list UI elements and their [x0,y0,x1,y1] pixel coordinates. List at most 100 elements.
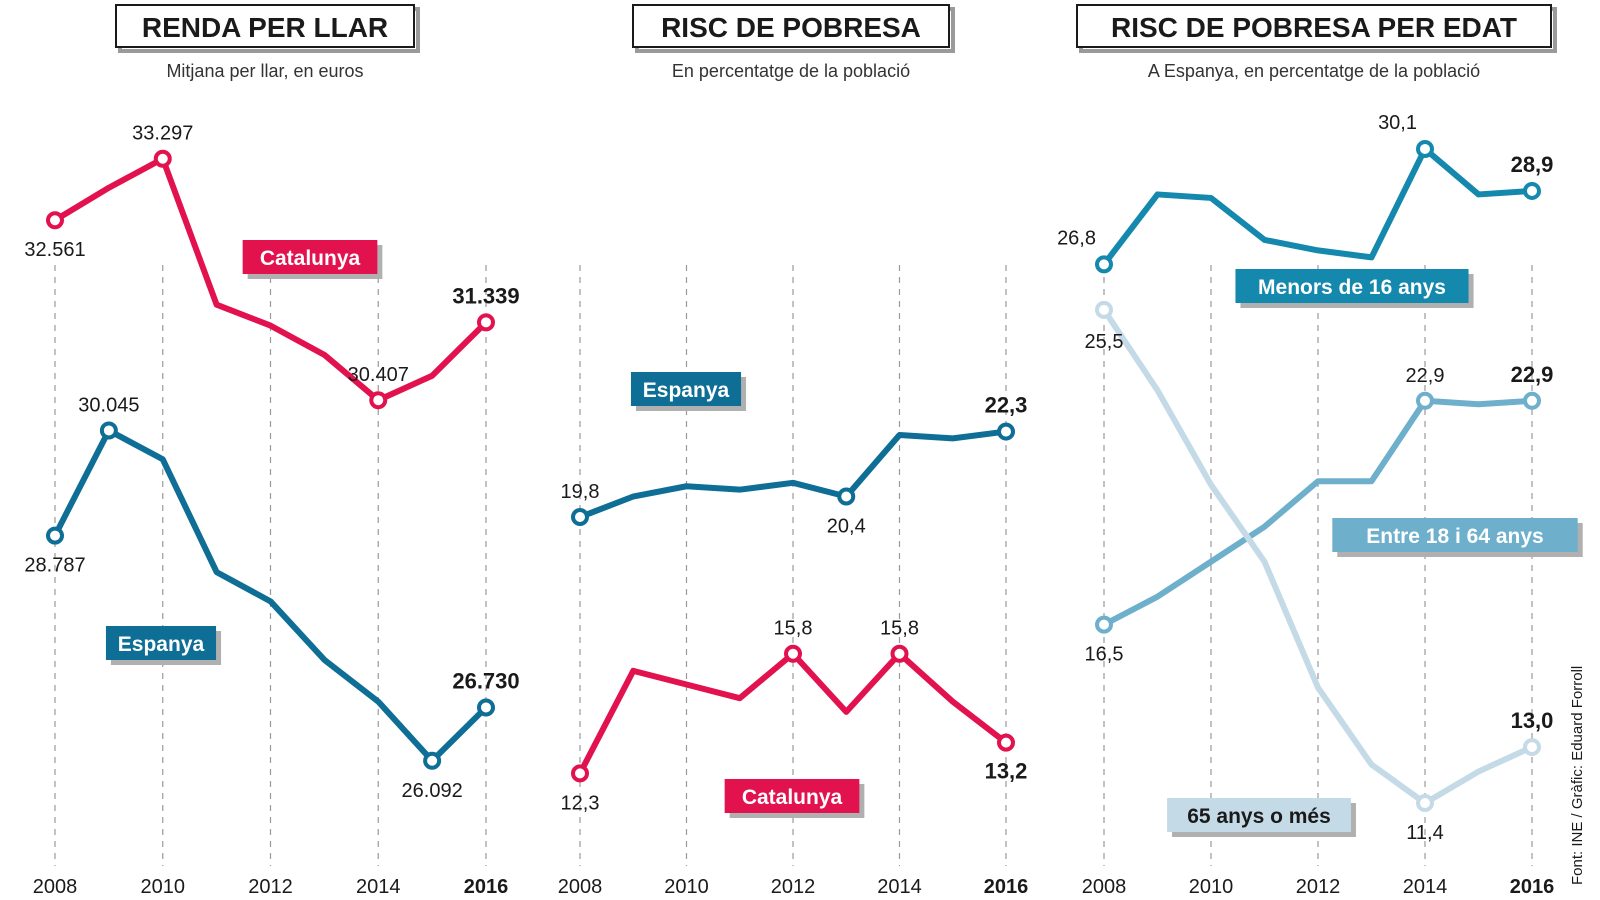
x-tick-label: 2012 [771,876,816,898]
data-label: 13,0 [1511,708,1554,733]
source-credit: Font: INE / Gràfic: Eduard Forroll [1569,666,1586,885]
series-line-espanya [52,427,489,764]
data-label: 22,3 [985,393,1028,418]
data-point [1416,139,1434,158]
panel-3-title: RISC DE POBRESA PER EDAT [1111,12,1517,43]
data-label: 12,3 [561,792,600,814]
x-tick-label: 2008 [1082,876,1127,898]
panel-3-title-box: RISC DE POBRESA PER EDAT [1076,4,1557,53]
data-label: 15,8 [774,618,813,640]
x-tick-label: 2010 [1189,876,1234,898]
panel-2-title: RISC DE POBRESA [661,12,921,43]
x-tick-label: 2008 [558,876,603,898]
data-label: 20,4 [827,516,866,538]
data-point [423,751,442,770]
data-label: 28,9 [1511,152,1554,177]
data-point [1416,794,1434,813]
series-badge-label: Espanya [643,379,730,402]
series-badge [105,626,217,660]
series-line-catalunya [52,155,489,404]
data-label: 22,9 [1511,362,1554,387]
data-point [1095,255,1113,274]
x-tick-label: 2016 [464,876,509,898]
x-tick-label: 2010 [141,876,186,898]
data-point [477,698,495,717]
data-label: 33.297 [132,123,193,145]
data-point [369,391,388,410]
panel-3-title-frame [1076,4,1552,48]
data-point [890,644,909,663]
x-tick-label: 2012 [248,876,293,898]
data-label: 26,8 [1057,227,1096,249]
data-point [46,526,64,545]
data-point [99,421,118,440]
data-label: 26.092 [402,780,463,802]
series-badge [630,372,742,406]
data-label: 30.407 [348,364,409,386]
chart-panel-2: 2008 2010 2012 2014 2016 19,8 20,4 22,3 Espanya 1… [558,265,1029,898]
series-badge-label: Espanya [118,633,205,656]
series-line-adults [1101,397,1535,628]
x-tick-label: 2008 [33,876,78,898]
panel-2-subtitle: En percentatge de la població [672,61,910,81]
panel-1-title-box: RENDA PER LLAR [115,4,420,53]
data-point [1523,181,1541,200]
panel-2-title-frame [632,4,950,48]
series-line-grans [1101,306,1535,807]
data-point [571,508,589,527]
data-label: 25,5 [1085,331,1124,353]
series-badge-label: Catalunya [742,786,843,809]
data-point [153,149,172,168]
data-label: 11,4 [1406,822,1443,844]
x-tick-label: 2016 [984,876,1029,898]
data-point [46,211,64,230]
series-badge-label: 65 anys o més [1187,805,1331,828]
chart-panel-3: 2008 2010 2012 2014 2016 26,8 30,1 28,9 Menors d… [1057,112,1583,898]
plots: 2008 2010 2012 2014 2016 32.561 33.297 30.407 31… [24,112,1583,898]
series-badge [1332,518,1578,552]
x-tick-label: 2010 [664,876,709,898]
series-badge-label: Catalunya [260,247,361,270]
data-label: 30,1 [1378,112,1417,134]
panel-2-title-box: RISC DE POBRESA [632,4,955,53]
x-tick-label: 2012 [1296,876,1341,898]
data-label: 28.787 [24,555,85,577]
data-label: 22,9 [1406,365,1445,387]
series-badge [1235,269,1469,303]
series-badge [242,240,378,274]
x-tick-label: 2014 [1403,876,1448,898]
data-label: 32.561 [24,239,85,261]
data-point [1416,391,1434,410]
series-badge-label: Entre 18 i 64 anys [1366,525,1543,548]
panel-3-subtitle: A Espanya, en percentatge de la població [1148,61,1480,81]
data-label: 26.730 [452,668,519,693]
data-point [997,422,1015,441]
data-point [1095,615,1113,634]
data-point [1523,738,1541,757]
data-label: 19,8 [561,481,600,503]
x-tick-label: 2014 [877,876,922,898]
data-label: 31.339 [452,283,519,308]
x-tick-label: 2016 [1510,876,1555,898]
x-tick-label: 2014 [356,876,401,898]
panel-1-subtitle: Mitjana per llar, en euros [166,61,363,81]
data-label: 13,2 [985,759,1028,784]
series-line-menors [1101,145,1535,268]
panel-1-title: RENDA PER LLAR [142,12,388,43]
data-point [837,487,856,506]
panel-1-title-frame [115,4,415,48]
data-point [571,764,589,783]
series-line-espanya [577,428,1009,521]
data-point [477,313,495,332]
series-badge [1167,798,1351,832]
data-label: 15,8 [880,618,919,640]
chart-panel-1: 2008 2010 2012 2014 2016 32.561 33.297 30.407 31… [24,123,519,898]
data-label: 30.045 [78,394,139,416]
series-badge-label: Menors de 16 anys [1258,276,1446,299]
series-badge [724,779,860,813]
data-label: 16,5 [1085,644,1124,666]
data-point [784,644,802,663]
data-point [1523,391,1541,410]
data-point [997,733,1015,752]
